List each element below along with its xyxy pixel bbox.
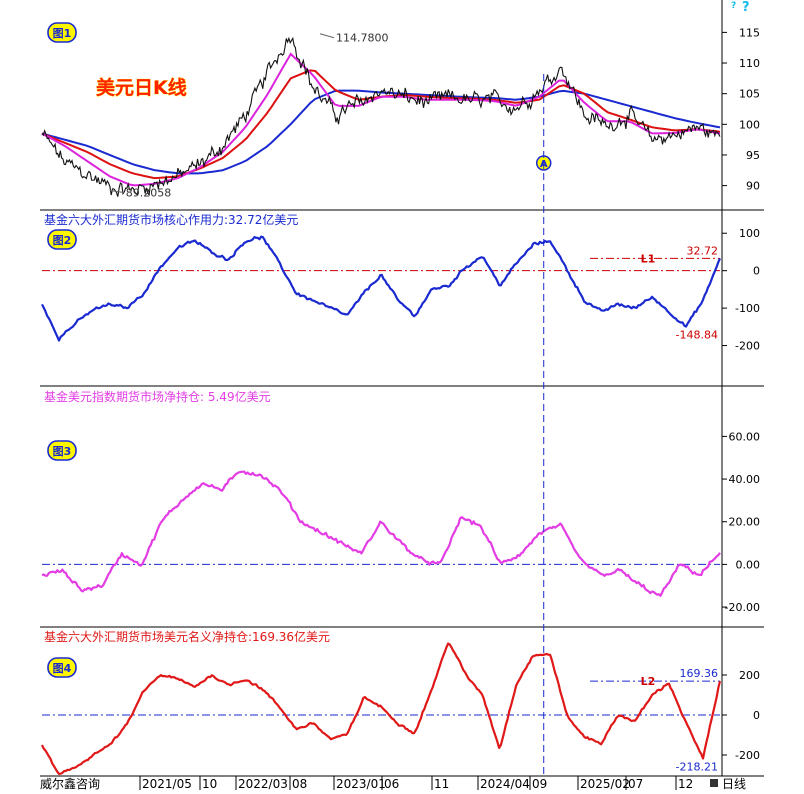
period-icon[interactable] xyxy=(710,779,718,787)
y-tick-label: 105 xyxy=(739,88,760,101)
period-label[interactable]: 日线 xyxy=(722,777,746,791)
x-tick-label: 09 xyxy=(532,777,547,790)
svg-text:?: ? xyxy=(731,1,736,11)
series-price xyxy=(41,36,721,197)
panel-title: 基金六大外汇期货市场核心作用力:32.72亿美元 xyxy=(44,212,298,227)
y-tick-label: -100 xyxy=(735,302,760,315)
y-tick-label: 200 xyxy=(739,669,760,682)
latest-value-label: 169.36 xyxy=(680,667,719,680)
panel-title: 基金美元指数期货市场净持仓: 5.49亿美元 xyxy=(44,389,271,404)
y-tick-label: -20.00 xyxy=(725,601,760,614)
x-tick-label: 2023/01 xyxy=(336,777,386,790)
svg-text:图1: 图1 xyxy=(53,27,72,40)
min-value-label: -148.84 xyxy=(676,328,718,341)
x-tick-label: 2021/05 xyxy=(142,777,192,790)
latest-value-label: 32.72 xyxy=(687,244,719,257)
y-tick-label: 60.00 xyxy=(729,430,761,443)
panel-3: -20.00 0.00 20.00 40.00 60.00 基金美元指数期货市场净持仓: … xyxy=(41,389,761,614)
x-tick-label: 06 xyxy=(384,777,399,790)
x-tick-label: 10 xyxy=(202,777,217,790)
series-ma-short xyxy=(41,52,721,187)
panel-badge: 图2 xyxy=(47,229,77,250)
x-tick-label: 11 xyxy=(434,777,449,790)
panel-4: -200 0 200 L2 基金六大外汇期货市场美元名义净持仓:169.36亿美元 169… xyxy=(41,629,760,776)
annotation-leader xyxy=(109,189,124,193)
svg-text:?: ? xyxy=(742,0,750,15)
x-tick-label: 2022/03 xyxy=(238,777,288,790)
y-tick-label: 100 xyxy=(739,227,760,240)
y-tick-label: -200 xyxy=(735,749,760,762)
y-tick-label: 0 xyxy=(753,709,760,722)
x-tick-label: 07 xyxy=(628,777,643,790)
panel-title: 基金六大外汇期货市场美元名义净持仓:169.36亿美元 xyxy=(44,629,330,644)
min-value-label: -218.21 xyxy=(676,761,718,774)
y-tick-label: 100 xyxy=(739,118,760,131)
y-tick-label: 110 xyxy=(739,57,760,70)
extreme-value-label: 114.7800 xyxy=(336,32,389,45)
panel-badge: 图3 xyxy=(47,440,77,461)
x-tick-label: 12 xyxy=(678,777,693,790)
x-tick-label: 2024/04 xyxy=(480,777,530,790)
chart-title: 美元日K线 xyxy=(96,76,187,99)
svg-text:图2: 图2 xyxy=(53,234,72,247)
y-tick-label: 115 xyxy=(739,26,760,39)
source-label: 威尔鑫咨询 xyxy=(40,776,100,790)
panel-2: -200 -100 0 100 L1 基金六大外汇期货市场核心作用力:32.72亿美元 32… xyxy=(41,212,760,353)
annotation-leader xyxy=(319,33,335,39)
y-tick-label: 0.00 xyxy=(736,558,761,571)
panel-badge: 图1 xyxy=(47,22,77,43)
x-tick-label: 2025/02 xyxy=(580,777,630,790)
reference-label: L2 xyxy=(641,675,656,688)
svg-text:图4: 图4 xyxy=(53,662,72,675)
y-tick-label: 0 xyxy=(753,265,760,278)
series-line xyxy=(41,470,721,597)
y-tick-label: 95 xyxy=(746,149,760,162)
y-tick-label: 90 xyxy=(746,180,760,193)
y-tick-label: -200 xyxy=(735,340,760,353)
reference-label: L1 xyxy=(641,252,656,265)
series-line xyxy=(41,642,722,776)
series-ma-long xyxy=(41,89,721,175)
question-mark-icon[interactable]: ?? xyxy=(731,0,750,15)
extreme-value-label: 89.2058 xyxy=(126,186,172,199)
y-tick-label: 40.00 xyxy=(729,473,761,486)
series-line xyxy=(41,235,722,342)
panel-badge: 图4 xyxy=(47,657,77,678)
svg-text:图3: 图3 xyxy=(53,445,72,458)
x-tick-label: 08 xyxy=(292,777,307,790)
y-tick-label: 20.00 xyxy=(729,516,761,529)
